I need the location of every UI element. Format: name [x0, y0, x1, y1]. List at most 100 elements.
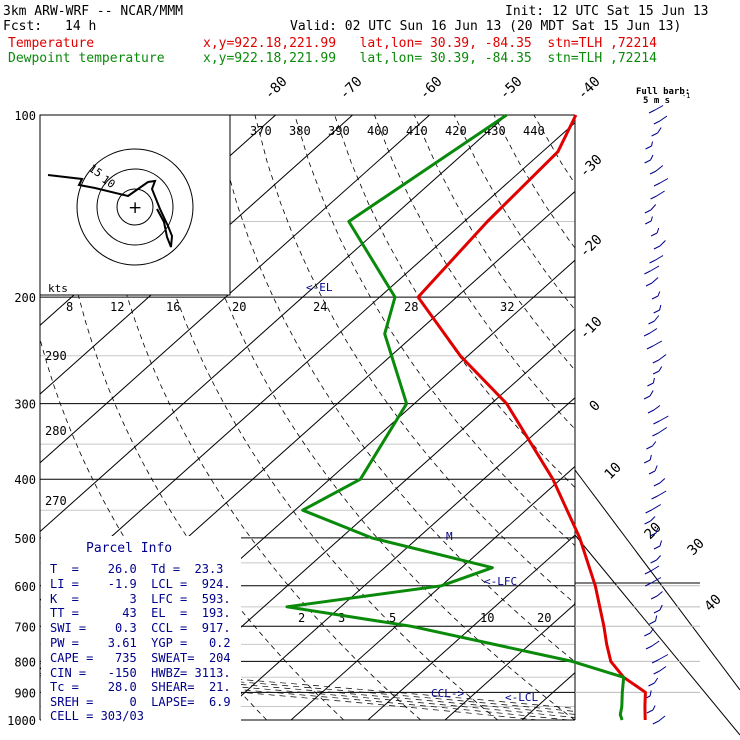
- sounding-curves: [285, 113, 647, 721]
- isotherm-label--20: -20: [577, 232, 606, 261]
- dry-adiabat-370: [493, 115, 575, 249]
- wind-barb-42: [649, 628, 654, 634]
- theta-label-270: 270: [45, 494, 67, 508]
- wind-barb-21: [658, 366, 663, 372]
- isotherm-line--90: [40, 115, 430, 464]
- wind-barb-flag-29: [648, 470, 656, 475]
- low-mixing-label-10: 10: [480, 611, 494, 625]
- isotherm-label--50: -50: [497, 74, 526, 103]
- parcel-row-4: TT = 43 EL = 193.: [50, 606, 231, 620]
- pressure-tick-label-800: 800: [14, 655, 36, 669]
- wind-barb-46: [654, 677, 659, 684]
- dry-adiabat-280: [134, 115, 498, 721]
- wind-barb-flag-18: [643, 332, 651, 337]
- wind-barb-flag-48: [646, 709, 654, 714]
- wind-barb-43: [651, 640, 660, 647]
- wind-barb-flag-30: [653, 482, 661, 487]
- isotherm-label-40: 40: [702, 592, 725, 615]
- dry-adiabat-330: [334, 115, 575, 489]
- wind-barb-flag-2: [651, 132, 658, 137]
- pressure-tick-label-400: 400: [14, 473, 36, 487]
- dry-adiabat-390: [573, 115, 575, 118]
- low-mixing-label-2: 2: [298, 611, 305, 625]
- wind-barb-flag-25: [653, 420, 660, 425]
- isotherm-line--20: [290, 465, 575, 721]
- wind-barb-32: [651, 504, 661, 511]
- pressure-tick-label-300: 300: [14, 398, 36, 412]
- wind-barb-7: [656, 190, 665, 197]
- wind-barb-flag-15: [651, 295, 659, 300]
- wind-barb-28: [649, 454, 652, 461]
- dry-adiabat-420: [693, 115, 740, 720]
- wind-barb-flag-41: [649, 620, 656, 625]
- wind-barb-41: [655, 615, 658, 622]
- wind-barb-flag-33: [644, 520, 651, 525]
- pressure-tick-label-500: 500: [14, 532, 36, 546]
- wind-barb-33: [650, 516, 656, 522]
- annotation-ccl: CCL->: [431, 687, 464, 700]
- wind-barb-3: [651, 141, 653, 147]
- hodograph-ring-label-10: 10: [99, 173, 117, 191]
- theta-e-label-400: 400: [367, 124, 389, 138]
- wind-barb-flag-14: [645, 282, 653, 287]
- wind-barb-40: [659, 604, 663, 611]
- isotherm-label-20: 20: [642, 520, 665, 543]
- wind-barb-2: [657, 127, 662, 134]
- wind-barb-flag-11: [653, 245, 661, 250]
- hodograph-trace: [47, 174, 174, 248]
- mixing-ratio-label-8: 8: [66, 300, 73, 314]
- mixing-ratio-label-32: 32: [500, 300, 514, 314]
- hodograph-ring-label-15: 15: [86, 162, 104, 180]
- wind-barb-flag-46: [648, 682, 655, 687]
- isotherm-line-30: [676, 115, 740, 720]
- wind-barb-22: [652, 377, 655, 384]
- hodograph-ring-2: [96, 168, 174, 246]
- wind-barb-23: [649, 390, 654, 397]
- model-title: 3km ARW-WRF -- NCAR/MMM: [3, 4, 183, 19]
- wind-barb-13: [650, 265, 660, 272]
- isotherm-label-30: 30: [685, 536, 708, 559]
- wind-barb-15: [657, 291, 661, 297]
- wind-barb-flag-43: [645, 645, 653, 650]
- wind-barb-14: [651, 277, 659, 284]
- theta-e-label-410: 410: [406, 124, 428, 138]
- wind-barb-49: [658, 715, 666, 722]
- dry-adiabat-350: [413, 115, 575, 371]
- wind-barb-flag-40: [653, 609, 661, 614]
- wind-barb-24: [653, 405, 661, 411]
- mixing-ratio-label-28: 28: [404, 300, 418, 314]
- parcel-row-2: LI = -1.9 LCL = 924.: [50, 577, 231, 591]
- wind-barb-30: [659, 478, 666, 484]
- wind-barb-37: [650, 565, 660, 572]
- hodograph-ring-1: [116, 188, 154, 226]
- wind-barb-flag-1: [653, 120, 661, 125]
- wind-barb-flag-31: [651, 495, 658, 500]
- parcel-row-8: CIN = -150 HWBZ= 3113.: [50, 666, 231, 680]
- wind-barb-27: [652, 441, 657, 447]
- low-mixing-label-20: 20: [537, 611, 551, 625]
- wind-barb-16: [659, 304, 662, 311]
- wind-barb-flag-35: [653, 545, 661, 550]
- annotation-lcl: <-LCL: [505, 691, 538, 704]
- wind-barb-flag-28: [643, 459, 651, 464]
- annotation-el: <-EL: [306, 281, 333, 294]
- isotherm-line--10: [367, 534, 575, 721]
- isotherm-line--80: [40, 115, 507, 533]
- theta-e-label-430: 430: [484, 124, 506, 138]
- forecast-label: Fcst:: [3, 19, 42, 34]
- wind-barb-flag-13: [644, 270, 651, 275]
- wind-barb-flag-3: [645, 145, 652, 150]
- init-time: Init: 12 UTC Sat 15 Jun 13: [505, 4, 709, 19]
- dry-adiabat-380: [533, 115, 575, 185]
- hodograph-inset: + 15 10 kts: [39, 114, 231, 296]
- parcel-row-7: CAPE = 735 SWEAT= 204: [50, 651, 231, 665]
- parcel-row-3: K = 3 LFC = 593.: [50, 592, 231, 606]
- isotherm-label--60: -60: [417, 74, 446, 103]
- mixing-ratio-label-24: 24: [313, 300, 327, 314]
- isotherm-line--100: [40, 115, 353, 395]
- legend-dewpoint-name: Dewpoint temperature: [8, 51, 165, 66]
- legend-dewpoint-info: x,y=922.18,221.99 lat,lon= 30.39, -84.35…: [203, 51, 657, 66]
- wind-barb-35: [659, 540, 662, 547]
- boundary-line-a: [574, 469, 740, 691]
- isotherm-label--30: -30: [577, 152, 606, 181]
